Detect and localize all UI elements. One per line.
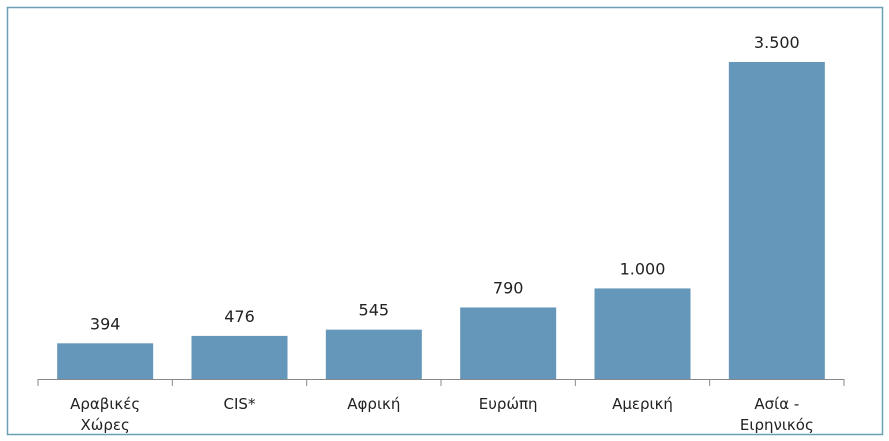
x-tick-label: Ασία - Ειρηνικός <box>739 395 814 434</box>
data-label: 1.000 <box>620 259 666 278</box>
bar <box>460 307 557 379</box>
data-label: 394 <box>90 314 121 333</box>
x-tick-label: CIS* <box>223 395 256 413</box>
bar <box>594 288 691 379</box>
data-label: 790 <box>493 278 524 297</box>
x-tick-label: Αραβικές Χώρες <box>70 395 141 434</box>
bar <box>57 343 154 379</box>
data-label: 476 <box>224 307 255 326</box>
x-tick-label: Αμερική <box>612 395 673 413</box>
data-label: 545 <box>359 301 390 320</box>
bar <box>325 329 422 379</box>
bar <box>191 335 288 379</box>
x-tick-label: Ευρώπη <box>478 395 538 413</box>
bar <box>728 62 825 379</box>
data-label: 3.500 <box>754 33 800 52</box>
x-tick-label: Αφρική <box>347 395 401 413</box>
